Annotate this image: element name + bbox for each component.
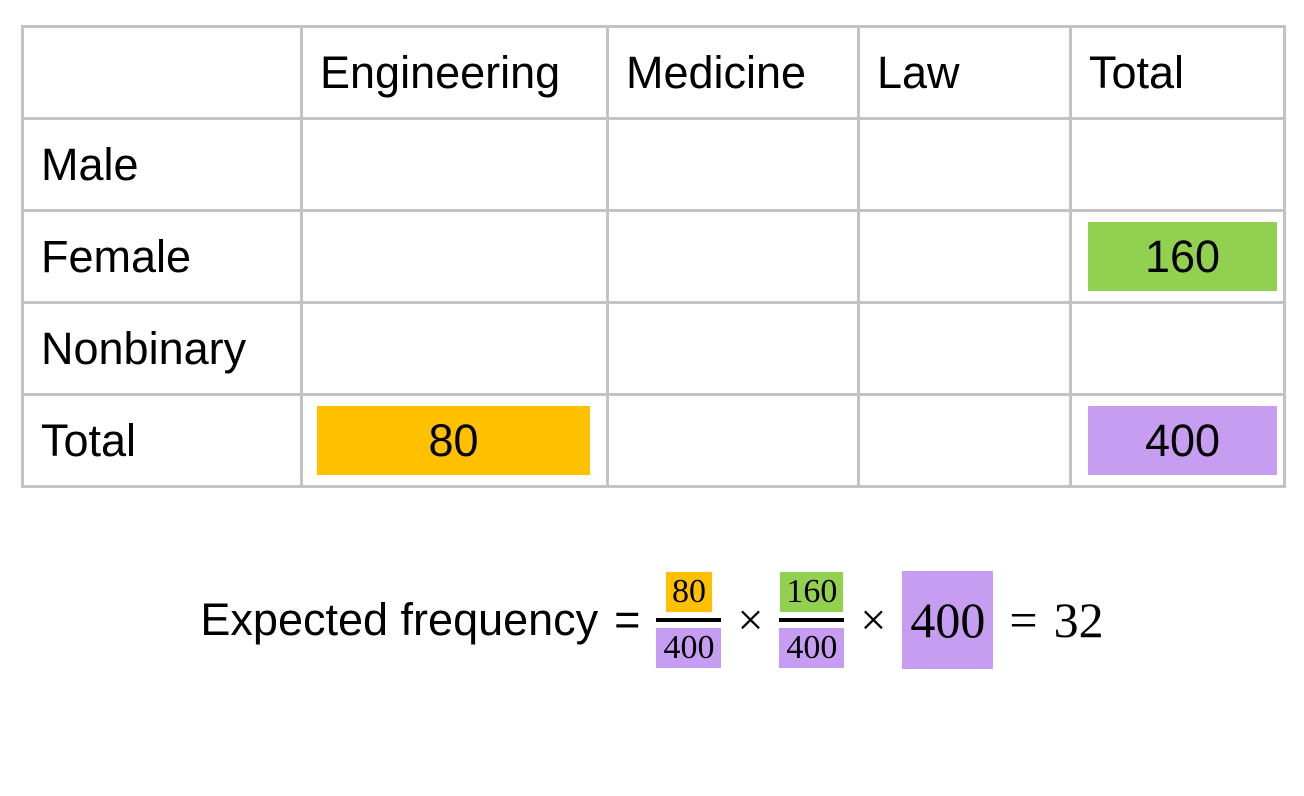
row-label-nonbinary: Nonbinary <box>21 301 303 396</box>
cell-female-law <box>857 209 1072 304</box>
row-female: Female 160 <box>21 209 1286 304</box>
row-label-total: Total <box>21 393 303 488</box>
multiply-sign-1: × <box>737 594 764 645</box>
value-female-total: 160 <box>1144 230 1221 282</box>
contingency-table: Engineering Medicine Law Total Male Fema… <box>21 25 1286 488</box>
row-label-male: Male <box>21 117 303 212</box>
cell-male-engineering <box>300 117 609 212</box>
equals-sign: = <box>614 594 641 645</box>
grand-total-highlight: 400 <box>902 571 994 669</box>
cell-total-total: 400 <box>1069 393 1286 488</box>
column-header-engineering: Engineering <box>300 25 609 120</box>
fraction2-numerator: 160 <box>780 572 844 612</box>
cell-nonbinary-law <box>857 301 1072 396</box>
formula-label: Expected frequency <box>200 594 599 645</box>
multiply-sign-2: × <box>860 594 887 645</box>
cell-male-law <box>857 117 1072 212</box>
column-header-law: Law <box>857 25 1072 120</box>
cell-female-engineering <box>300 209 609 304</box>
cell-nonbinary-engineering <box>300 301 609 396</box>
corner-cell <box>21 25 303 120</box>
header-row: Engineering Medicine Law Total <box>21 25 1286 120</box>
highlight-female-total: 160 <box>1088 222 1277 291</box>
cell-male-medicine <box>606 117 860 212</box>
column-header-medicine: Medicine <box>606 25 860 120</box>
row-total: Total 80 400 <box>21 393 1286 488</box>
cell-total-engineering: 80 <box>300 393 609 488</box>
fraction-female-share: 160 400 <box>779 572 845 668</box>
cell-total-medicine <box>606 393 860 488</box>
fraction2-bar <box>779 618 845 622</box>
row-male: Male <box>21 117 1286 212</box>
highlight-total-engineering: 80 <box>317 406 590 475</box>
fraction1-numerator: 80 <box>665 572 712 612</box>
row-label-female: Female <box>21 209 303 304</box>
result-equals-sign: = <box>1009 592 1038 648</box>
cell-female-medicine <box>606 209 860 304</box>
value-grand-total: 400 <box>1144 414 1221 466</box>
fraction-engineering-share: 80 400 <box>656 572 722 668</box>
highlight-grand-total: 400 <box>1088 406 1277 475</box>
fraction1-denominator: 400 <box>656 628 722 668</box>
result-value: 32 <box>1053 592 1104 648</box>
cell-nonbinary-total <box>1069 301 1286 396</box>
column-header-total: Total <box>1069 25 1286 120</box>
fraction1-bar <box>656 618 722 622</box>
cell-male-total <box>1069 117 1286 212</box>
cell-female-total: 160 <box>1069 209 1286 304</box>
cell-total-law <box>857 393 1072 488</box>
cell-nonbinary-medicine <box>606 301 860 396</box>
fraction2-denominator: 400 <box>779 628 845 668</box>
expected-frequency-formula: Expected frequency = 80 400 × 160 400 × … <box>0 552 1304 688</box>
row-nonbinary: Nonbinary <box>21 301 1286 396</box>
value-total-engineering: 80 <box>428 414 479 466</box>
